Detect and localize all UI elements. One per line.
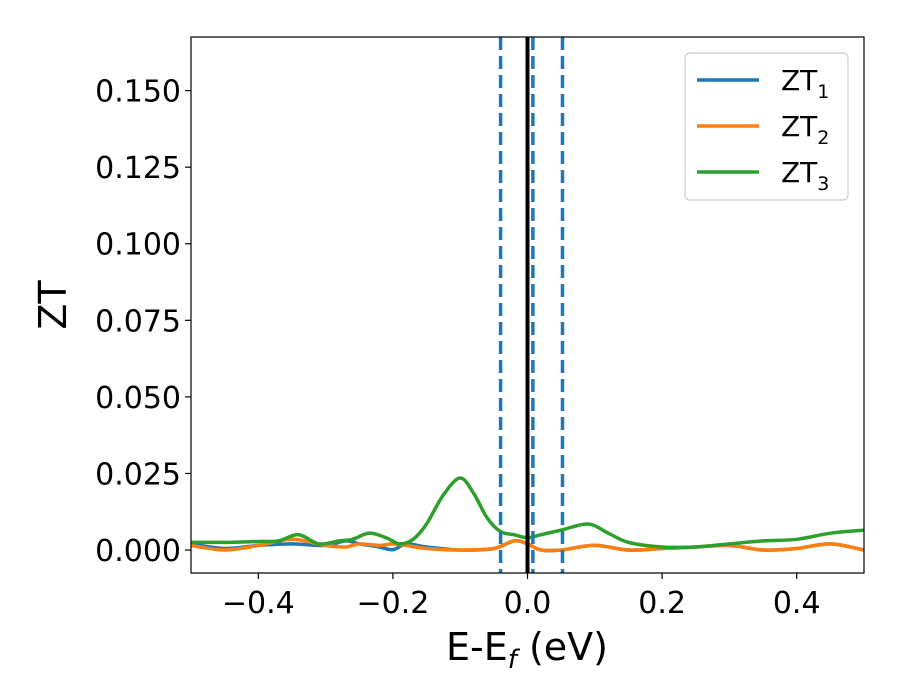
- legend-label-zt3: ZT3: [781, 156, 829, 195]
- legend-label-zt1: ZT1: [781, 64, 829, 103]
- x-axis-title: E-Ef (eV): [446, 625, 608, 675]
- x-tick-label: −0.4: [222, 586, 295, 621]
- y-tick-label: 0.100: [95, 228, 181, 263]
- y-tick-label: 0.050: [95, 381, 181, 416]
- x-tick-label: 0.4: [773, 586, 821, 621]
- x-tick-label: 0.2: [638, 586, 686, 621]
- y-axis-title: ZT: [31, 280, 75, 330]
- y-axis: 0.000 0.025 0.050 0.075 0.100 0.125 0.150: [95, 75, 191, 569]
- legend-frame: [684, 52, 849, 201]
- x-tick-label: −0.2: [356, 586, 429, 621]
- y-tick-label: 0.000: [95, 534, 181, 569]
- plot-area: [191, 37, 864, 573]
- series-line-zt3: [191, 476, 864, 550]
- x-axis-title-unit: (eV): [517, 625, 608, 669]
- legend: ZT1 ZT2 ZT3: [684, 52, 849, 201]
- y-tick-label: 0.075: [95, 304, 181, 339]
- y-tick-label: 0.150: [95, 75, 181, 110]
- x-axis-title-main: E-E: [446, 625, 508, 669]
- legend-label-zt2: ZT2: [781, 110, 829, 149]
- x-axis: −0.4 −0.2 0.0 0.2 0.4: [222, 573, 821, 621]
- y-tick-label: 0.025: [95, 457, 181, 492]
- x-tick-label: 0.0: [504, 586, 552, 621]
- y-tick-label: 0.125: [95, 151, 181, 186]
